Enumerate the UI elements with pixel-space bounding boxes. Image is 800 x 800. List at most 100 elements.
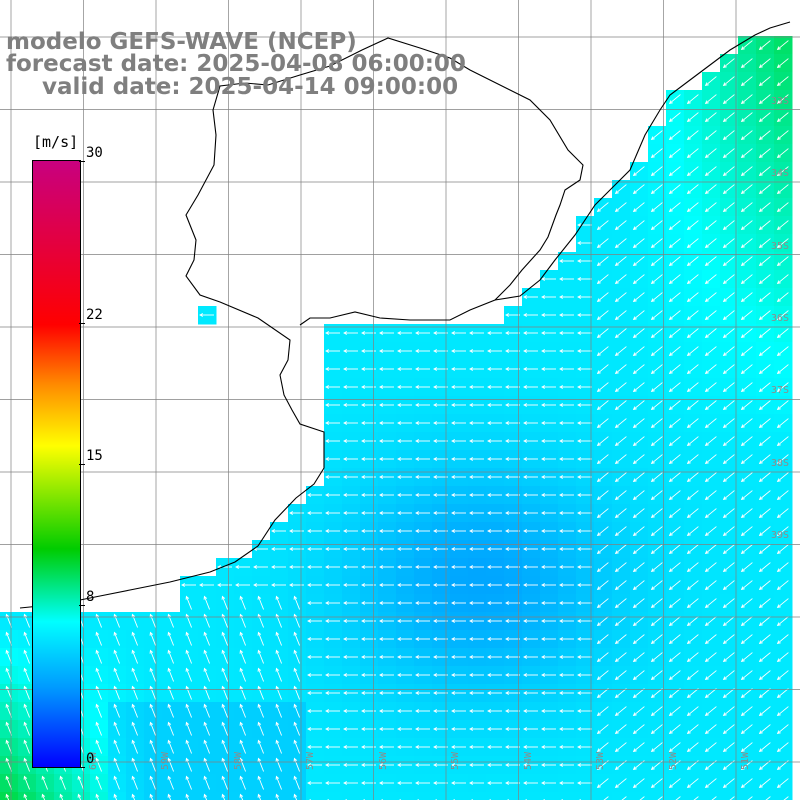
wind-arrow: [469, 781, 484, 785]
wind-arrow: [758, 652, 771, 663]
wind-arrow: [77, 793, 82, 800]
wind-arrow: [415, 637, 430, 641]
wind-arrow: [668, 742, 681, 753]
wind-cell: [576, 792, 595, 800]
wind-arrow: [577, 403, 592, 407]
wind-arrow: [596, 742, 609, 753]
wind-arrow: [758, 310, 771, 321]
wind-arrow: [758, 238, 771, 249]
wind-arrow: [523, 781, 538, 785]
wind-arrow: [650, 634, 663, 645]
wind-arrow: [559, 457, 574, 461]
wind-arrow: [596, 220, 609, 231]
wind-arrow: [668, 202, 681, 213]
wind-arrow: [203, 667, 210, 682]
wind-arrow: [596, 400, 609, 411]
wind-arrow: [541, 295, 556, 299]
wind-arrow: [505, 691, 520, 695]
colorbar-tick-label: 15: [86, 448, 103, 464]
wind-arrow: [722, 364, 735, 375]
wind-arrow: [487, 727, 502, 731]
wind-arrow: [758, 130, 771, 141]
wind-arrow: [776, 184, 789, 195]
wind-arrow: [271, 565, 286, 569]
wind-arrow: [668, 94, 681, 105]
wind-arrow: [307, 493, 322, 497]
wind-arrow: [343, 385, 358, 389]
wind-arrow: [722, 184, 735, 195]
wind-arrow: [596, 454, 609, 465]
wind-arrow: [650, 292, 663, 303]
wind-arrow: [415, 421, 430, 425]
lat-label: 35S: [771, 241, 789, 252]
wind-arrow: [704, 616, 717, 627]
wind-arrow: [379, 403, 394, 407]
wind-arrow: [740, 310, 753, 321]
wind-arrow: [686, 490, 699, 501]
wind-arrow: [523, 673, 538, 677]
wind-arrow: [577, 457, 592, 461]
wind-arrow: [740, 670, 753, 681]
wind-arrow: [541, 781, 556, 785]
wind-arrow: [776, 202, 789, 213]
wind-arrow: [559, 385, 574, 389]
wind-arrow: [722, 724, 735, 735]
wind-arrow: [559, 565, 574, 569]
wind-arrow: [397, 511, 412, 515]
wind-arrow: [776, 652, 789, 663]
wind-arrow: [23, 667, 30, 682]
wind-arrow: [776, 382, 789, 393]
wind-arrow: [776, 634, 789, 645]
wind-arrow: [505, 385, 520, 389]
wind-arrow: [415, 745, 430, 749]
lon-label: 60W: [88, 751, 99, 770]
wind-arrow: [379, 529, 394, 533]
wind-arrow: [505, 637, 520, 641]
lon-label: 59W: [160, 751, 171, 770]
wind-arrow: [686, 616, 699, 627]
wind-arrow: [668, 256, 681, 267]
wind-arrow: [451, 709, 466, 713]
wind-arrow: [415, 601, 430, 605]
wind-arrow: [487, 583, 502, 587]
wind-arrow: [293, 703, 300, 718]
wind-arrow: [632, 418, 645, 429]
wind-arrow: [221, 757, 228, 772]
wind-arrow: [632, 580, 645, 591]
wind-arrow: [149, 703, 156, 718]
wind-arrow: [722, 220, 735, 231]
wind-arrow: [603, 796, 609, 800]
wind-arrow: [596, 688, 609, 699]
wind-arrow: [325, 367, 340, 371]
wind-arrow: [758, 256, 771, 267]
wind-arrow: [379, 655, 394, 659]
wind-arrow: [686, 364, 699, 375]
wind-arrow: [776, 778, 789, 789]
wind-arrow: [614, 670, 627, 681]
wind-arrow: [523, 727, 538, 731]
wind-arrow: [275, 775, 282, 790]
wind-arrow: [451, 403, 466, 407]
wind-arrow: [650, 562, 663, 573]
wind-arrow: [776, 58, 789, 69]
wind-arrow: [740, 292, 753, 303]
wind-arrow: [614, 778, 627, 789]
wind-arrow: [487, 637, 502, 641]
wind-arrow: [239, 703, 246, 718]
wind-arrow: [650, 184, 663, 195]
wind-cell: [720, 792, 739, 800]
wind-arrow: [596, 436, 609, 447]
wind-arrow: [668, 634, 681, 645]
wind-arrow: [505, 583, 520, 587]
wind-arrow: [235, 583, 250, 587]
wind-arrow: [415, 691, 430, 695]
wind-arrow: [325, 547, 340, 551]
wind-arrow: [650, 580, 663, 591]
wind-arrow: [239, 685, 246, 700]
wind-cell: [126, 792, 145, 800]
wind-arrow: [632, 400, 645, 411]
wind-arrow: [776, 508, 789, 519]
wind-arrow: [686, 454, 699, 465]
wind-arrow: [758, 670, 771, 681]
wind-arrow: [758, 436, 771, 447]
